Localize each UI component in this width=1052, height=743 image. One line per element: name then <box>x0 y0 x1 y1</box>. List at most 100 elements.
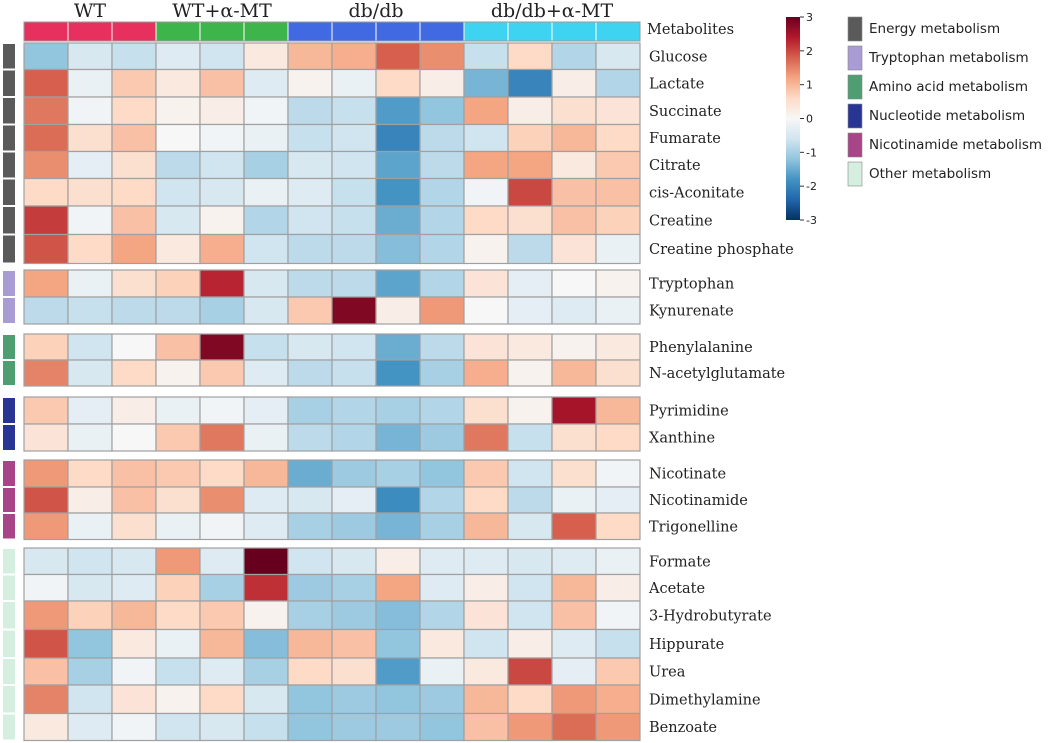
color-scale-tick-label: -3 <box>806 214 817 227</box>
heatmap-cell <box>199 712 245 742</box>
heatmap-cell <box>67 600 113 631</box>
heatmap-cell <box>375 269 421 298</box>
group-bar-cell <box>111 21 157 42</box>
heatmap-cell <box>199 150 245 180</box>
heatmap-cell <box>111 42 157 71</box>
heatmap-cell <box>243 333 289 361</box>
group-bar-cell <box>507 21 553 42</box>
category-side-bar <box>3 425 15 450</box>
category-side-bar <box>3 335 15 359</box>
heatmap-cell <box>331 359 377 387</box>
heatmap-cell <box>551 296 597 325</box>
heatmap-cell <box>595 269 641 298</box>
heatmap-cell <box>463 205 509 236</box>
heatmap-cell <box>23 423 69 452</box>
row-label: Glucose <box>649 49 707 65</box>
heatmap-cell <box>463 396 509 425</box>
heatmap-cell <box>507 42 553 71</box>
heatmap-cell <box>199 359 245 387</box>
heatmap-cell <box>419 96 465 126</box>
category-side-bar <box>3 179 15 205</box>
heatmap-cell <box>199 396 245 425</box>
heatmap-cell <box>331 657 377 686</box>
heatmap-cell <box>375 512 421 541</box>
heatmap-cell <box>111 96 157 126</box>
heatmap-cell <box>243 512 289 541</box>
heatmap-cell <box>551 233 597 265</box>
heatmap-cell <box>243 684 289 715</box>
heatmap-cell <box>111 333 157 361</box>
heatmap-cell <box>375 177 421 207</box>
heatmap-cell <box>199 123 245 153</box>
heatmap-cell <box>243 359 289 387</box>
heatmap-cell <box>331 205 377 236</box>
heatmap-cell <box>287 96 333 126</box>
heatmap-cell <box>375 459 421 488</box>
heatmap-cell <box>155 600 201 631</box>
heatmap-cell <box>331 512 377 541</box>
heatmap-cell <box>287 684 333 715</box>
heatmap-cell <box>463 512 509 541</box>
heatmap-cell <box>287 459 333 488</box>
heatmap-cell <box>287 486 333 514</box>
heatmap-cell <box>199 269 245 298</box>
heatmap-cell <box>155 296 201 325</box>
heatmap-cell <box>419 600 465 631</box>
heatmap-cell <box>243 123 289 153</box>
heatmap-cell <box>199 512 245 541</box>
heatmap-cell <box>155 177 201 207</box>
heatmap-cell <box>419 123 465 153</box>
heatmap-cell <box>23 547 69 576</box>
row-label: Benzoate <box>649 720 717 736</box>
heatmap-cell <box>287 712 333 742</box>
heatmap-cell <box>243 459 289 488</box>
category-side-bar <box>3 630 15 657</box>
heatmap-cell <box>375 96 421 126</box>
heatmap-cell <box>111 423 157 452</box>
row-label: 3-Hydrobutyrate <box>649 608 772 624</box>
heatmap-cell <box>23 205 69 236</box>
heatmap-cell <box>595 712 641 742</box>
heatmap-cell <box>551 68 597 98</box>
heatmap-cell <box>331 42 377 71</box>
heatmap-cell <box>111 512 157 541</box>
heatmap-cell <box>551 42 597 71</box>
heatmap-cell <box>111 657 157 686</box>
heatmap-cell <box>111 359 157 387</box>
heatmap-cell <box>331 123 377 153</box>
heatmap-cell <box>419 684 465 715</box>
heatmap-cell <box>551 459 597 488</box>
heatmap-cell <box>199 333 245 361</box>
heatmap-cell <box>419 573 465 602</box>
heatmap-cell <box>507 423 553 452</box>
heatmap-cell <box>507 205 553 236</box>
category-side-bar <box>3 235 15 263</box>
heatmap-cell <box>331 628 377 659</box>
heatmap-cell <box>595 296 641 325</box>
category-side-bar <box>3 514 15 539</box>
heatmap-cell <box>595 423 641 452</box>
category-side-bar <box>3 361 15 385</box>
row-label: Urea <box>649 665 686 681</box>
heatmap-cell <box>199 486 245 514</box>
heatmap-cell <box>23 296 69 325</box>
heatmap-cell <box>287 123 333 153</box>
category-side-bar <box>3 70 15 96</box>
heatmap-cell <box>23 123 69 153</box>
heatmap-cell <box>155 486 201 514</box>
heatmap-cell <box>287 396 333 425</box>
color-scale-tick-label: 2 <box>806 45 813 58</box>
heatmap-cell <box>287 269 333 298</box>
heatmap-cell <box>111 712 157 742</box>
heatmap-cell <box>463 123 509 153</box>
group-label: db/db+α-MT <box>491 0 614 22</box>
heatmap-cell <box>331 177 377 207</box>
heatmap-cell <box>463 600 509 631</box>
heatmap-cell <box>243 296 289 325</box>
heatmap-cell <box>199 296 245 325</box>
heatmap-cell <box>155 68 201 98</box>
category-side-bar <box>3 686 15 713</box>
heatmap-cell <box>595 600 641 631</box>
heatmap-cell <box>23 96 69 126</box>
group-bar-cell <box>23 21 69 42</box>
